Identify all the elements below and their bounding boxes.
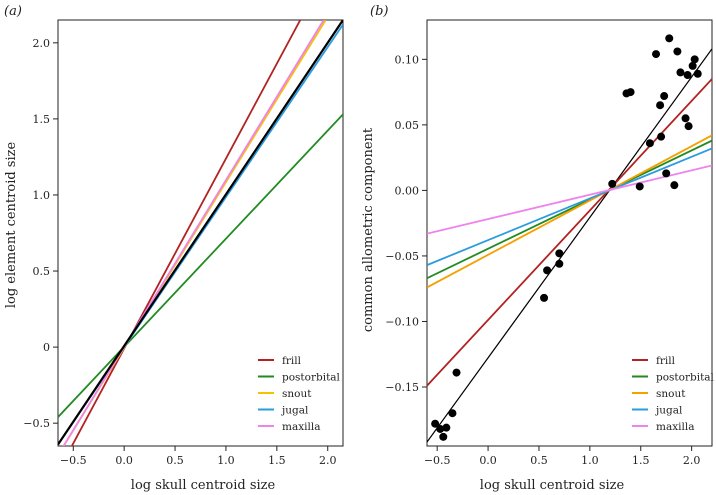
panel-a-legend: frill postorbital snout jugal maxilla: [258, 355, 341, 433]
panel-b-series-postorbital-line: [427, 139, 712, 280]
panel-a-y-tick-label: 1.0: [33, 189, 51, 202]
panel-b-series-frill-line: [427, 78, 712, 387]
panel-a-ylabel: log element centroid size: [4, 142, 19, 309]
panel-b-data-point: [448, 409, 457, 418]
panel-b-data-point: [442, 423, 451, 432]
panel-b-data-point: [665, 34, 674, 43]
panel-a-series-maxilla-line: [62, 20, 325, 446]
panel-a-y-tick-label: 0: [43, 341, 50, 354]
panel-b-legend-label-frill: frill: [656, 355, 676, 367]
panel-b-data-point: [555, 249, 564, 258]
panel-a-x-tick-label: 0.5: [166, 454, 184, 467]
panel-b-data-point: [439, 432, 448, 441]
panel-b-series-lines: [427, 48, 712, 443]
panel-b-data-point: [540, 293, 549, 302]
panel-b-x-tick-label: 0.5: [530, 454, 548, 467]
panel-a-y-tick-label: 1.5: [33, 113, 51, 126]
panel-b-series-reference-line: [427, 48, 712, 443]
panel-b-y-tick-label: −0.10: [385, 315, 419, 328]
panel-a-legend-label-maxilla: maxilla: [282, 421, 320, 433]
panel-b-xlabel: log skull centroid size: [480, 478, 625, 493]
panel-b-data-point: [452, 368, 461, 377]
panel-b-label: (b): [370, 4, 388, 19]
panel-a-x-tick-label: −0.5: [60, 454, 87, 467]
panel-b-data-point: [608, 179, 617, 188]
panel-b-legend-label-jugal: jugal: [654, 405, 683, 417]
panel-b-data-point: [688, 61, 697, 70]
panel-a-legend-label-postorbital: postorbital: [282, 372, 341, 384]
panel-b-legend-label-snout: snout: [656, 388, 686, 400]
panel-b-data-point: [670, 181, 679, 190]
panel-a-series-reference-line: [58, 20, 343, 446]
panel-b-series-jugal-line: [427, 147, 712, 266]
panel-a-series-lines: [58, 20, 343, 446]
panel-a-series-frill-line: [70, 20, 302, 446]
panel-b-data-point: [683, 71, 692, 80]
panel-a-x-tick-label: 1.0: [217, 454, 235, 467]
panel-a-x-tick-label: 2.0: [319, 454, 337, 467]
panel-a-plot-frame: [57, 19, 344, 447]
panel-b-data-point: [555, 259, 564, 268]
panel-b-data-point: [657, 132, 666, 141]
panel-a-legend-label-frill: frill: [282, 355, 302, 367]
panel-a-x-tick-label: 0.0: [115, 454, 133, 467]
panel-a-y-tick-label: 0.5: [33, 265, 51, 278]
panel-b-data-point: [684, 122, 693, 131]
panel-b-x-tick-label: 1.5: [632, 454, 650, 467]
panel-a-series-postorbital-line: [58, 113, 343, 418]
panel-b-data-point: [635, 182, 644, 191]
panel-a-legend-label-snout: snout: [282, 388, 312, 400]
panel-b-data-point: [436, 424, 445, 433]
panel-b-data-point: [656, 101, 665, 110]
panel-b-x-tick-label: 1.0: [581, 454, 599, 467]
panel-a-xlabel: log skull centroid size: [131, 478, 276, 493]
panel-b-y-tick-label: 0.10: [395, 53, 420, 66]
panel-b-data-point: [645, 139, 654, 148]
panel-b-x-tick-label: 2.0: [683, 454, 701, 467]
panel-b: (b) log skull centroid size common allom…: [361, 4, 715, 493]
panel-b-y-tick-label: 0.05: [395, 119, 420, 132]
panel-b-data-point: [690, 55, 699, 64]
panel-b-ylabel: common allometric component: [361, 127, 376, 332]
panel-b-data-point: [660, 92, 669, 101]
panel-b-y-tick-label: −0.05: [385, 250, 419, 263]
panel-a-label: (a): [4, 4, 22, 19]
panel-a-y-tick-label: −0.5: [23, 417, 50, 430]
panel-b-legend: frill postorbital snout jugal maxilla: [632, 355, 715, 433]
panel-b-data-point: [626, 88, 635, 97]
panel-b-points: [431, 34, 702, 441]
panel-b-data-point: [543, 266, 552, 275]
panel-b-data-point: [662, 169, 671, 178]
panel-b-y-tick-label: 0.00: [395, 184, 420, 197]
panel-b-data-point: [681, 114, 690, 123]
panel-b-data-point: [673, 47, 682, 56]
panel-a-legend-label-jugal: jugal: [280, 405, 309, 417]
panel-b-x-tick-label: 0.0: [479, 454, 497, 467]
panel-a-x-tick-label: 1.5: [268, 454, 286, 467]
panel-b-data-point: [693, 69, 702, 78]
panel-b-data-point: [431, 419, 440, 428]
panel-b-series-snout-line: [427, 134, 712, 289]
panel-b-legend-label-maxilla: maxilla: [656, 421, 694, 433]
panel-b-data-point: [652, 50, 661, 59]
panel-b-data-point: [676, 68, 685, 77]
panel-b-y-tick-label: −0.15: [385, 381, 419, 394]
panel-b-legend-label-postorbital: postorbital: [656, 372, 715, 384]
panel-a-y-tick-label: 2.0: [33, 37, 51, 50]
panel-a: (a) log skull centroid size log element …: [4, 4, 344, 493]
panel-b-x-tick-label: −0.5: [424, 454, 451, 467]
